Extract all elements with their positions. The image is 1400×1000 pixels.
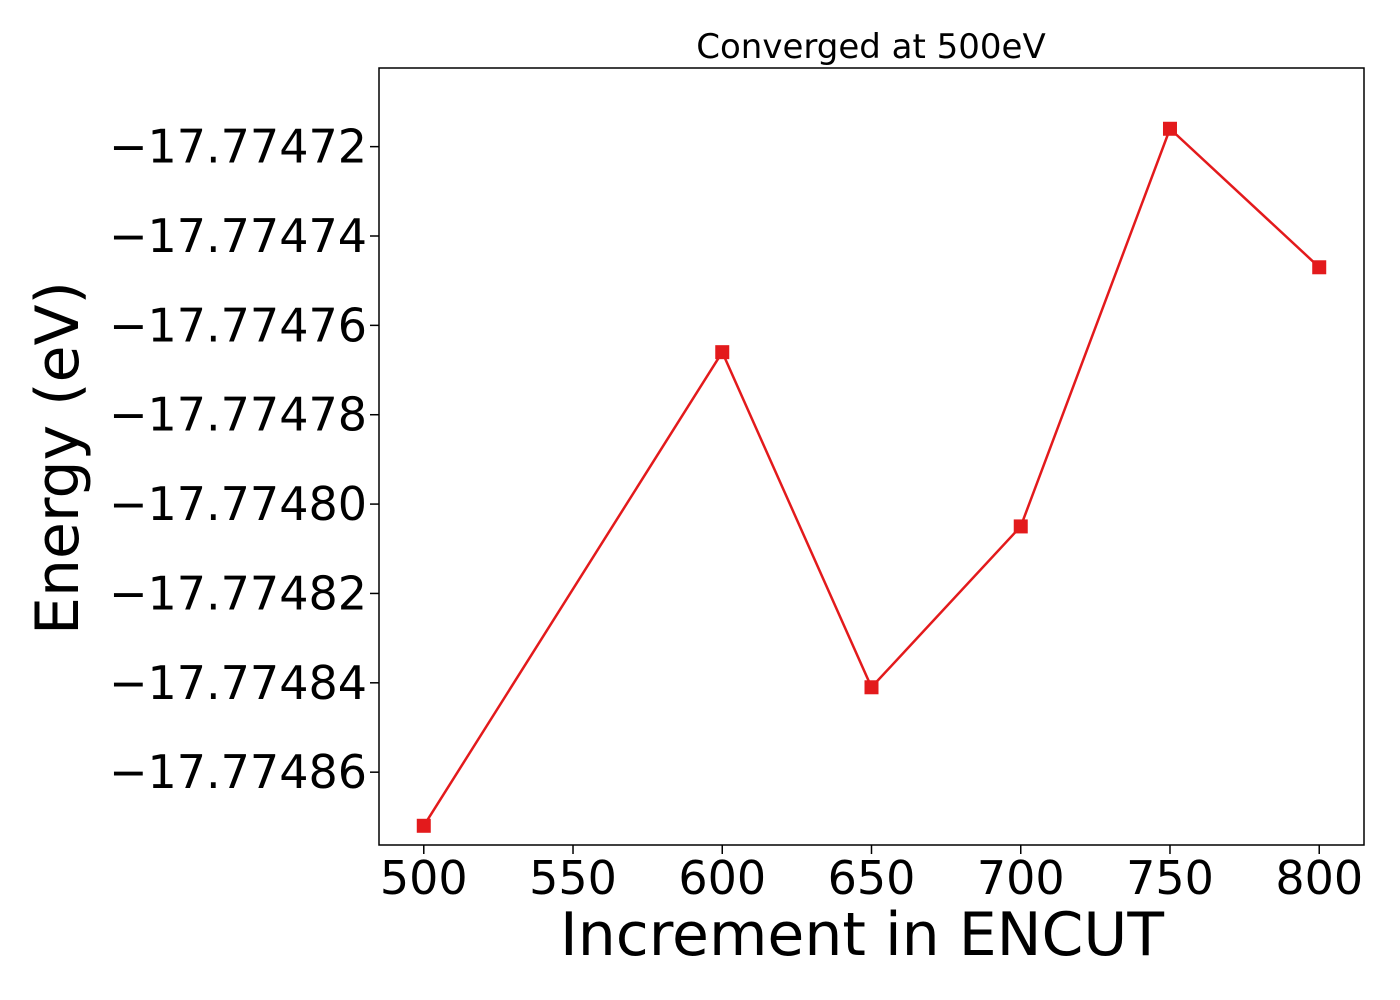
x-tick-label: 650 [828,851,916,905]
x-tick-label: 750 [1126,851,1214,905]
x-axis-label: Increment in ENCUT [560,900,1164,970]
data-point-marker [416,818,431,833]
data-point-marker [1162,121,1177,136]
y-tick-label: −17.77486 [109,745,367,799]
y-axis-ticks: −17.77472 −17.77474 −17.77476 −17.77478 −17.… [109,120,379,799]
x-tick-label: 600 [678,851,766,905]
data-point-marker [1013,519,1028,534]
y-tick-label: −17.77484 [109,656,367,710]
data-series [416,121,1327,833]
y-tick-label: −17.77480 [109,477,367,531]
x-tick-label: 500 [380,851,468,905]
x-tick-label: 800 [1275,851,1363,905]
series-line [422,126,1321,827]
plot-frame [378,67,1365,846]
data-point-marker [1312,260,1327,275]
data-point-marker [864,680,879,695]
x-axis-ticks: 500 550 600 650 700 750 800 [380,845,1363,905]
y-tick-label: −17.77478 [109,388,367,442]
y-axis-label: Energy (eV) [23,281,93,635]
data-point-marker [715,345,730,360]
x-tick-label: 700 [977,851,1065,905]
y-tick-label: −17.77474 [109,209,367,263]
y-tick-label: −17.77472 [109,120,367,174]
x-tick-label: 550 [529,851,617,905]
chart-title: Converged at 500eV [696,27,1045,67]
y-tick-label: −17.77482 [109,566,367,620]
y-tick-label: −17.77476 [109,298,367,352]
